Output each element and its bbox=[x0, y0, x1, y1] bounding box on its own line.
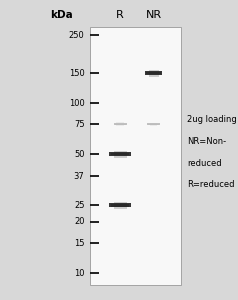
Text: NR: NR bbox=[145, 10, 162, 20]
Text: 10: 10 bbox=[74, 268, 84, 278]
Text: R=reduced: R=reduced bbox=[187, 180, 234, 189]
Bar bbox=[114, 123, 127, 125]
Bar bbox=[111, 204, 129, 206]
Bar bbox=[90, 27, 181, 285]
Text: 100: 100 bbox=[69, 98, 84, 107]
Bar bbox=[149, 70, 159, 76]
Bar bbox=[145, 71, 162, 75]
Bar bbox=[150, 123, 158, 126]
Bar bbox=[115, 124, 126, 125]
Text: 250: 250 bbox=[69, 31, 84, 40]
Bar bbox=[109, 203, 131, 207]
Text: 50: 50 bbox=[74, 150, 84, 159]
Text: 25: 25 bbox=[74, 201, 84, 210]
Bar bbox=[114, 202, 127, 209]
Text: 37: 37 bbox=[74, 172, 84, 181]
Text: 20: 20 bbox=[74, 217, 84, 226]
Text: 75: 75 bbox=[74, 120, 84, 129]
Text: R: R bbox=[116, 10, 124, 20]
Text: 15: 15 bbox=[74, 238, 84, 247]
Bar bbox=[109, 152, 131, 156]
Text: NR=Non-: NR=Non- bbox=[187, 137, 226, 146]
Bar bbox=[148, 124, 159, 125]
Text: kDa: kDa bbox=[50, 10, 73, 20]
Bar bbox=[146, 72, 161, 74]
Bar bbox=[111, 153, 129, 155]
Bar bbox=[116, 122, 124, 126]
Text: 150: 150 bbox=[69, 69, 84, 78]
Text: reduced: reduced bbox=[187, 159, 221, 168]
Bar bbox=[114, 151, 127, 158]
Text: 2ug loading: 2ug loading bbox=[187, 116, 237, 124]
Bar bbox=[147, 123, 160, 125]
